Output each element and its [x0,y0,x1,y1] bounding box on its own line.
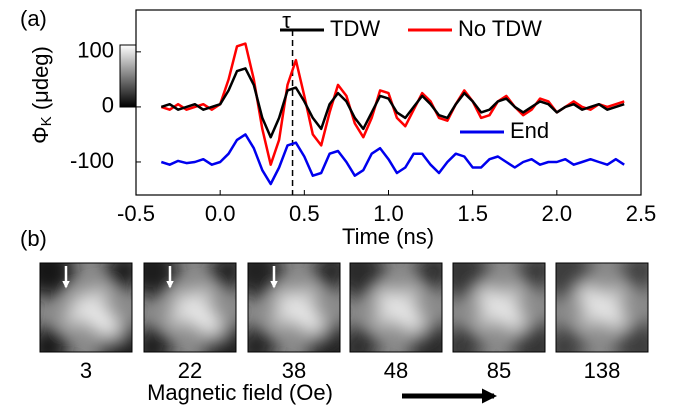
dark-blob [513,323,545,352]
annotation: τ [282,8,291,33]
image-border [349,262,443,353]
field-axis-label: Magnetic field (Oe) [147,380,333,405]
field-label: 38 [282,358,306,383]
dark-blob [40,327,68,352]
legend-label: No TDW [458,16,542,41]
light-blob [579,287,625,327]
dark-blob [350,327,378,352]
dark-blob [314,263,340,289]
panel-label: (a) [20,6,47,31]
light-blob [373,287,419,327]
image-border [143,262,237,353]
image-frame [247,262,341,353]
image-blobs [350,263,442,352]
y-tick-label: 100 [77,38,114,63]
line-series [160,133,625,186]
image-blobs [453,263,545,352]
x-tick-label: 2.5 [626,201,657,226]
light-blob [63,287,109,327]
dark-blob [622,263,648,289]
x-axis-label: Time (ns) [342,224,434,249]
dark-blob [350,263,384,297]
image-frame [555,262,649,353]
x-tick-label: 2.0 [542,201,573,226]
dark-blob [416,263,442,289]
image-blobs [248,263,340,352]
dark-blob [556,327,584,352]
dark-blob [210,263,236,289]
field-label: 85 [487,358,511,383]
dark-blob [453,327,481,352]
plot-frame [135,9,642,196]
image-content [40,263,132,352]
image-border [39,262,133,353]
y-tick-label: 0 [102,93,114,118]
image-frame [39,262,133,353]
panel-label: (b) [20,226,47,251]
field-label: 138 [584,358,621,383]
dark-blob [519,263,545,289]
image-border [247,262,341,353]
dark-blob [144,327,172,352]
field-label: 22 [178,358,202,383]
light-blob [167,287,213,327]
y-axis-label: ΦK (μdeg) [28,46,55,144]
dark-blob [106,263,132,289]
image-content [556,263,648,352]
image-blobs [40,263,132,352]
field-label: 48 [384,358,408,383]
x-tick-label: 0.0 [205,201,236,226]
x-tick-label: -0.5 [117,201,155,226]
light-blob [271,287,317,327]
light-blob [476,287,522,327]
image-frame [452,262,546,353]
image-border [452,262,546,353]
legend-label: TDW [330,16,380,41]
image-content [350,263,442,352]
legend-label: End [510,118,549,143]
image-content [453,263,545,352]
dark-blob [248,327,276,352]
dark-blob [616,323,648,352]
y-tick-label: -100 [70,148,114,173]
dark-blob [453,263,487,297]
colorbar [119,44,137,108]
image-frame [349,262,443,353]
x-tick-label: 0.5 [289,201,320,226]
image-blobs [556,263,648,352]
field-label: 3 [80,358,92,383]
image-blobs [144,263,236,352]
image-content [248,263,340,352]
x-tick-label: 1.0 [373,201,404,226]
image-frame [143,262,237,353]
image-content [144,263,236,352]
image-border [555,262,649,353]
x-tick-label: 1.5 [457,201,488,226]
line-series [160,67,625,139]
